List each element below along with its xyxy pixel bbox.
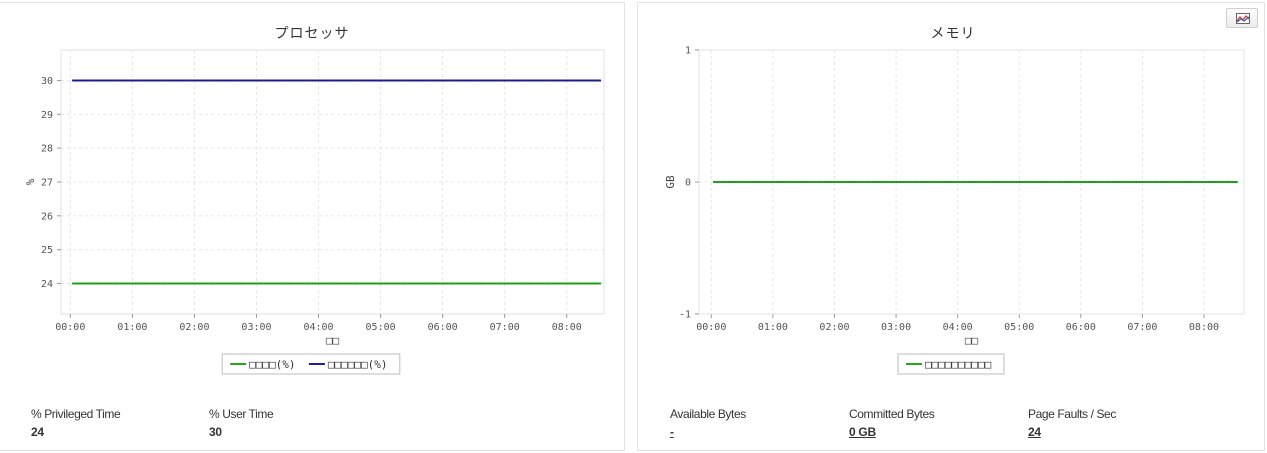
x-tick-label: 07:00 <box>1127 322 1157 333</box>
chart-export-button[interactable] <box>1226 8 1258 28</box>
legend-label-1: □□□□□□(%) <box>328 358 388 371</box>
y-tick-label: 25 <box>41 245 53 256</box>
x-tick-label: 05:00 <box>1004 322 1034 333</box>
legend-box <box>897 353 1005 375</box>
y-tick-label: 28 <box>41 144 53 155</box>
y-tick-label: 29 <box>41 110 53 121</box>
legend: □□□□(%) □□□□□□(%) <box>221 353 401 375</box>
committed-bytes-value[interactable]: 0 GB <box>849 425 876 439</box>
y-tick-label: 27 <box>41 178 53 189</box>
x-tick-label: 06:00 <box>1066 322 1096 333</box>
user-time-label: % User Time <box>209 407 274 421</box>
x-tick-label: 02:00 <box>179 322 209 333</box>
x-axis-label: □□ <box>965 334 979 347</box>
committed-bytes-label: Committed Bytes <box>849 407 935 421</box>
x-tick-label: 04:00 <box>303 322 333 333</box>
legend-label-0: □□□□(%) <box>249 358 295 371</box>
x-tick-label: 01:00 <box>117 322 147 333</box>
chart-title: メモリ <box>931 26 976 42</box>
memory-panel: メモリ 00:00 01:00 02:00 03:00 04:00 05:00 06:00 07… <box>637 2 1265 451</box>
y-tick-label: 1 <box>685 46 691 57</box>
page-faults-value[interactable]: 24 <box>1028 425 1041 439</box>
privileged-time-stat: % Privileged Time 24 <box>31 407 121 439</box>
legend-label-0: □□□□□□□□□□ <box>925 358 992 371</box>
x-axis-label: □□ <box>326 334 340 347</box>
x-tick-label: 00:00 <box>55 322 85 333</box>
available-bytes-label: Available Bytes <box>670 407 746 421</box>
available-bytes-value[interactable]: - <box>670 425 674 439</box>
chart-export-icon <box>1236 13 1250 24</box>
x-tick-label: 08:00 <box>552 322 582 333</box>
y-tick-label: 24 <box>41 279 53 290</box>
x-tick-label: 08:00 <box>1189 322 1219 333</box>
x-tick-label: 01:00 <box>758 322 788 333</box>
processor-chart: プロセッサ 00:00 01:00 02:00 03:00 04:00 05:00 06:00… <box>24 26 605 375</box>
y-axis-label: GB <box>664 175 677 189</box>
x-tick-label: 05:00 <box>366 322 396 333</box>
privileged-time-value: 24 <box>31 425 44 439</box>
y-axis-label: % <box>24 178 37 185</box>
y-tick-label: 26 <box>41 211 53 222</box>
x-tick-label: 04:00 <box>943 322 973 333</box>
privileged-time-label: % Privileged Time <box>31 407 121 421</box>
x-tick-label: 06:00 <box>428 322 458 333</box>
user-time-stat: % User Time 30 <box>209 407 274 439</box>
page-faults-label: Page Faults / Sec <box>1028 407 1116 421</box>
x-tick-label: 03:00 <box>241 322 271 333</box>
processor-panel: プロセッサ 00:00 01:00 02:00 03:00 04:00 05:00 06:00… <box>0 2 625 451</box>
x-tick-label: 03:00 <box>881 322 911 333</box>
y-tick-label: 0 <box>685 178 691 189</box>
page-faults-stat: Page Faults / Sec 24 <box>1028 407 1116 439</box>
user-time-value: 30 <box>209 425 222 439</box>
y-tick-label: -1 <box>679 310 691 321</box>
available-bytes-stat: Available Bytes - <box>670 407 746 439</box>
memory-chart: メモリ 00:00 01:00 02:00 03:00 04:00 05:00 06:00 07… <box>664 26 1245 375</box>
legend: □□□□□□□□□□ <box>897 353 1005 375</box>
chart-title: プロセッサ <box>275 26 350 42</box>
x-tick-label: 00:00 <box>696 322 726 333</box>
committed-bytes-stat: Committed Bytes 0 GB <box>849 407 935 439</box>
x-tick-label: 02:00 <box>819 322 849 333</box>
x-tick-label: 07:00 <box>490 322 520 333</box>
y-tick-label: 30 <box>41 76 53 87</box>
